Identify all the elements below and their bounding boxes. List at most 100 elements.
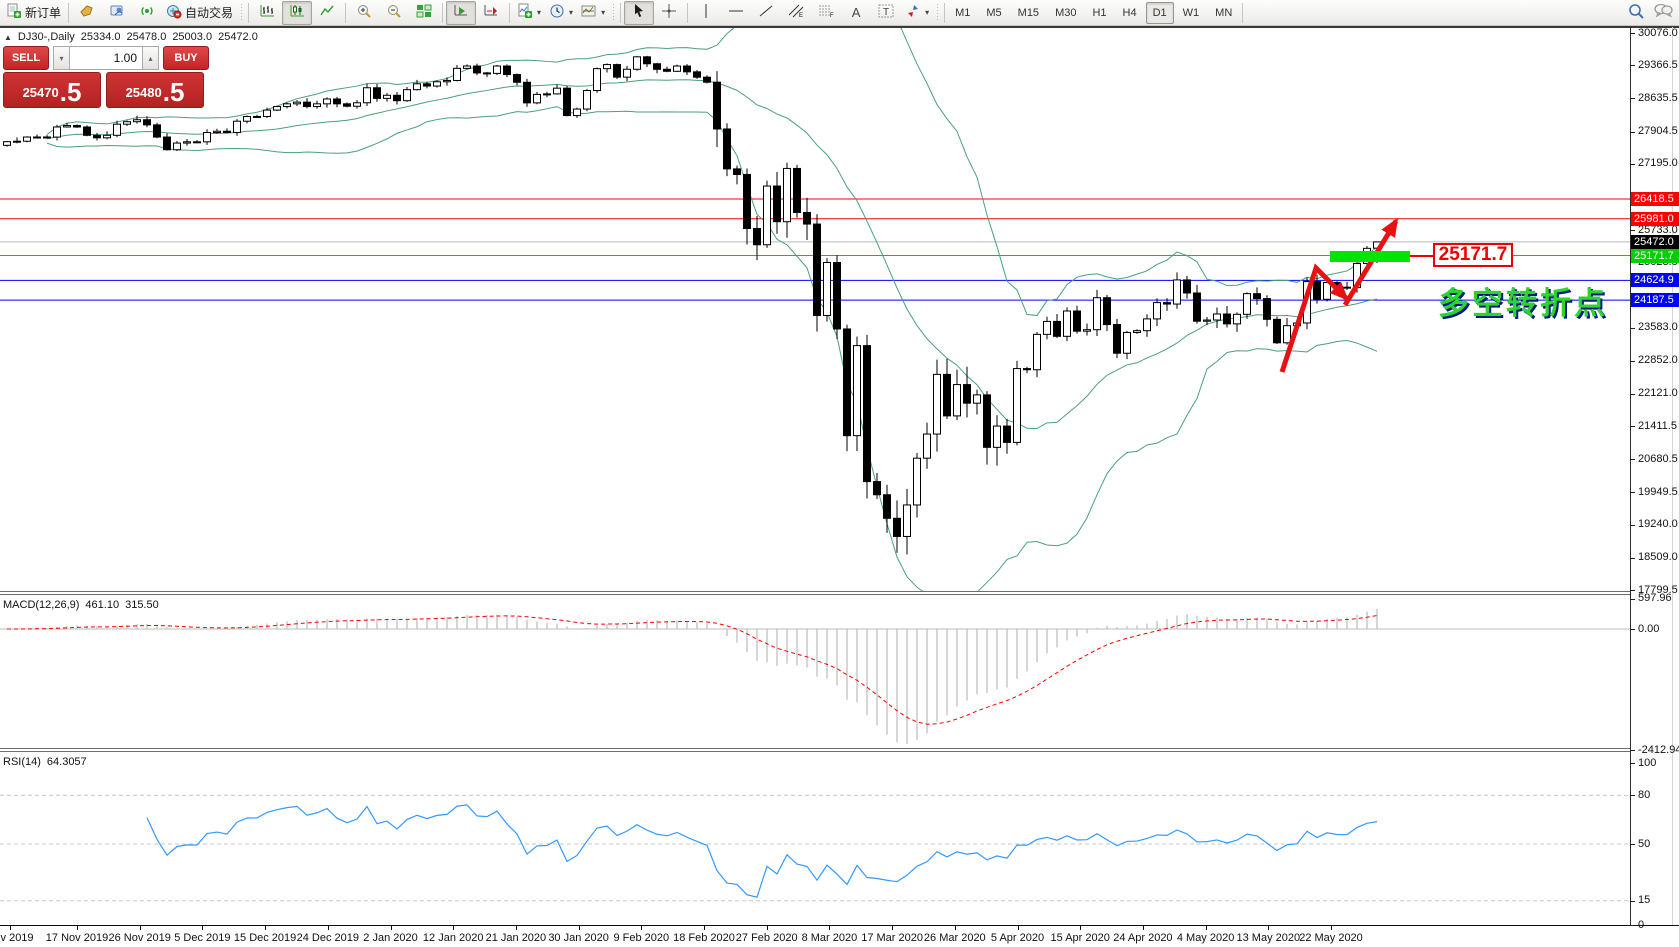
timeframe-W1[interactable]: W1 [1182,6,1200,19]
vertical-line-tool-button[interactable] [691,1,721,25]
one-click-trade-panel: SELL ▾ 1.00 ▴ BUY 25470 .5 25480 .5 [3,46,209,108]
time-label: 2 Jan 2020 [363,932,418,944]
time-tick [1080,926,1082,930]
chart-shift-button[interactable] [476,1,506,25]
timeframe-H4[interactable]: H4 [1122,6,1137,19]
candle-body [1233,313,1241,325]
price-tick-label: 19949.5 [1638,485,1678,498]
arrows-tool-button[interactable]: ▾ [901,1,933,25]
volume-input[interactable]: 1.00 [70,46,142,70]
time-tick [1017,926,1019,930]
candle-body [513,74,521,83]
accounts-button[interactable] [102,1,132,25]
red-zigzag-arrow[interactable] [1279,263,1349,373]
timeframe-M1[interactable]: M1 [955,6,971,19]
turning-point-text[interactable]: 多空转折点 [1438,286,1608,321]
buy-price-main: 25480 [125,85,162,100]
candle-body [543,93,551,96]
time-tick [77,926,78,930]
candle-body [863,345,871,483]
timeframe-M30[interactable]: M30 [1055,6,1077,19]
templates-caret-icon: ▾ [601,8,606,17]
candle-body [223,130,231,134]
candle-body [703,76,711,83]
time-label: 13 May 2020 [1236,932,1301,944]
red-up-arrow[interactable] [1342,217,1399,307]
market-watch-button[interactable] [72,1,102,25]
pane-separator-rsi[interactable] [0,748,1630,752]
signals-button[interactable] [132,1,162,25]
buy-price-button[interactable]: 25480 .5 [106,72,204,108]
price-tick [1630,262,1635,264]
candle-body [953,384,961,417]
zoom-in-button[interactable] [349,1,379,25]
periods-button[interactable]: ▾ [545,1,577,25]
time-label: 5 Dec 2019 [174,932,231,944]
buy-button[interactable]: BUY [163,46,209,70]
price-badge-25472.0: 25472.0 [1631,234,1679,249]
time-tick [829,926,831,930]
sell-button[interactable]: SELL [3,46,49,70]
candle-body [823,261,831,316]
time-tick [766,926,768,930]
candle-body [1203,319,1211,322]
timeframe-MN[interactable]: MN [1215,6,1233,19]
candle-body [303,101,311,108]
volume-decrease-button[interactable]: ▾ [53,46,70,70]
candle-body [243,116,251,122]
zoom-out-icon [386,3,402,22]
fibonacci-tool-button[interactable]: F [811,1,841,25]
autotrading-button[interactable]: 自动交易 [162,1,237,25]
candlestick-mode-button[interactable] [282,0,313,25]
time-tick [327,926,329,930]
line-chart-mode-button[interactable] [312,1,342,25]
tile-windows-button[interactable] [409,1,439,25]
green-rectangle-annotation[interactable] [1330,251,1410,262]
chat-icon[interactable] [1653,2,1673,23]
timeframe-H1[interactable]: H1 [1092,6,1107,19]
timeframe-M5[interactable]: M5 [986,6,1002,19]
candle-body [803,211,811,225]
horizontal-line-tool-button[interactable] [721,1,751,25]
auto-scroll-button[interactable] [446,0,477,25]
candle-body [613,64,621,78]
window-edge [1672,27,1673,947]
candle-body [253,115,261,118]
time-tick [641,926,643,930]
indicators-button[interactable]: ▾ [513,1,545,25]
pane-separator-macd[interactable] [0,591,1630,595]
channel-tool-button[interactable]: E [781,1,811,25]
search-icon[interactable] [1628,3,1645,23]
arrows-icon [905,3,921,22]
new-order-button[interactable]: 新订单 [2,1,65,25]
time-tick [954,926,956,930]
text-label-tool-button[interactable]: T [871,1,901,25]
timeframe-D1[interactable]: D1 [1145,1,1174,24]
new-order-label: 新订单 [25,6,62,20]
candle-body [93,134,101,139]
candle-body [1143,318,1151,332]
time-label: 4 May 2020 [1176,932,1235,944]
candle-body [343,103,351,107]
zoom-out-button[interactable] [379,1,409,25]
templates-button[interactable]: ▾ [577,1,609,25]
trendline-tool-button[interactable] [751,1,781,25]
price-pane-chart[interactable] [0,28,1630,591]
bar-chart-mode-button[interactable] [252,1,282,25]
cursor-tool-button[interactable] [624,0,655,25]
rsi-pane-chart[interactable] [0,752,1630,925]
macd-pane-chart[interactable] [0,595,1630,748]
sell-price-button[interactable]: 25470 .5 [3,72,101,108]
sell-price-frac: .5 [59,77,82,107]
price-tick [1630,230,1635,232]
volume-increase-button[interactable]: ▴ [142,46,159,70]
candle-body [233,120,241,134]
price-flag-label[interactable]: 25171.7 [1433,243,1513,267]
time-label: 21 Jan 2020 [485,932,547,944]
timeframe-M15[interactable]: M15 [1017,6,1040,19]
rsi-axis-label: 50 [1638,837,1651,850]
text-tool-button[interactable]: A [841,1,871,25]
cursor-icon [632,3,646,22]
crosshair-tool-button[interactable] [654,1,684,25]
